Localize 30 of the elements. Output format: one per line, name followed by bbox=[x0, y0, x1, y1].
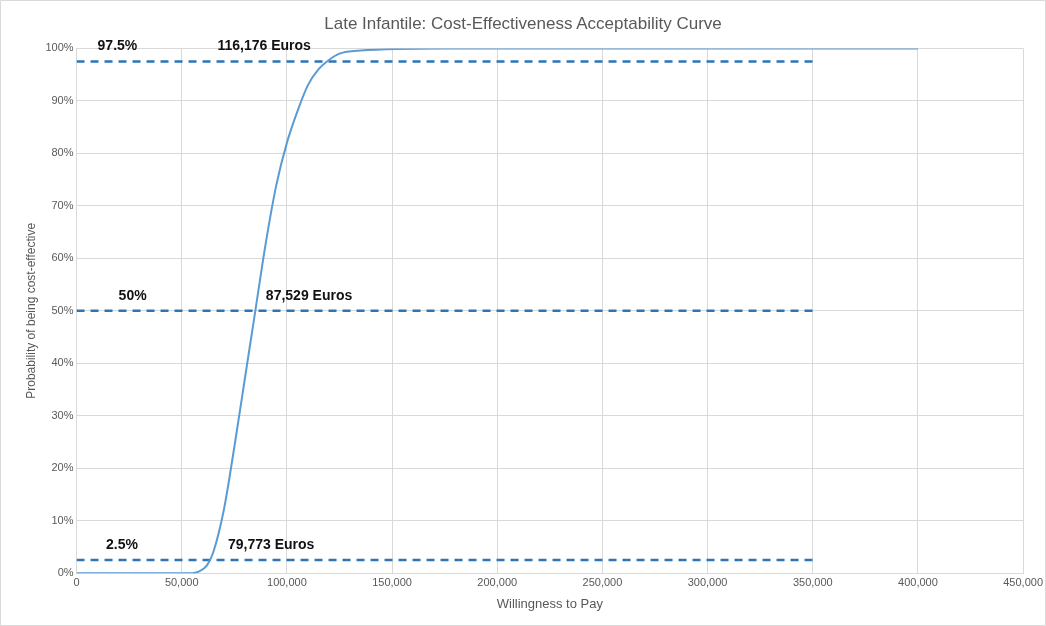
y-tick-label: 60% bbox=[51, 251, 74, 264]
x-tick-label: 400,000 bbox=[898, 575, 938, 588]
y-axis-title: Probability of being cost-effective bbox=[23, 222, 38, 399]
x-tick-label: 200,000 bbox=[477, 575, 518, 588]
x-tick-label: 250,000 bbox=[582, 575, 623, 588]
annotation: 87,529 Euros bbox=[265, 286, 353, 303]
y-tick-label: 50% bbox=[51, 303, 74, 316]
chart-title: Late Infantile: Cost-Effectiveness Acceptability Curve bbox=[324, 13, 722, 33]
y-tick-label: 0% bbox=[57, 566, 74, 579]
y-tick-label: 40% bbox=[51, 356, 74, 369]
annotation: 79,773 Euros bbox=[227, 535, 315, 552]
y-tick-label: 30% bbox=[51, 408, 74, 421]
x-tick-label: 450,000 bbox=[1003, 575, 1043, 588]
annotation: 50% bbox=[118, 286, 148, 303]
y-tick-label: 90% bbox=[51, 93, 74, 106]
annotation: 97.5% bbox=[97, 37, 138, 54]
annotation: 116,176 Euros bbox=[217, 37, 312, 54]
y-tick-label: 70% bbox=[51, 198, 74, 211]
x-tick-label: 150,000 bbox=[372, 575, 412, 588]
x-tick-label: 0 bbox=[73, 575, 80, 588]
y-tick-label: 10% bbox=[51, 513, 74, 526]
y-tick-label: 80% bbox=[51, 146, 74, 159]
x-tick-label: 50,000 bbox=[164, 575, 199, 588]
annotation: 2.5% bbox=[105, 535, 139, 552]
y-tick-label: 20% bbox=[51, 461, 74, 474]
x-tick-label: 100,000 bbox=[267, 575, 307, 588]
x-tick-label: 350,000 bbox=[792, 575, 833, 588]
x-tick-label: 300,000 bbox=[687, 575, 728, 588]
y-tick-label: 100% bbox=[45, 41, 74, 54]
x-axis-title: Willingness to Pay bbox=[496, 595, 604, 611]
